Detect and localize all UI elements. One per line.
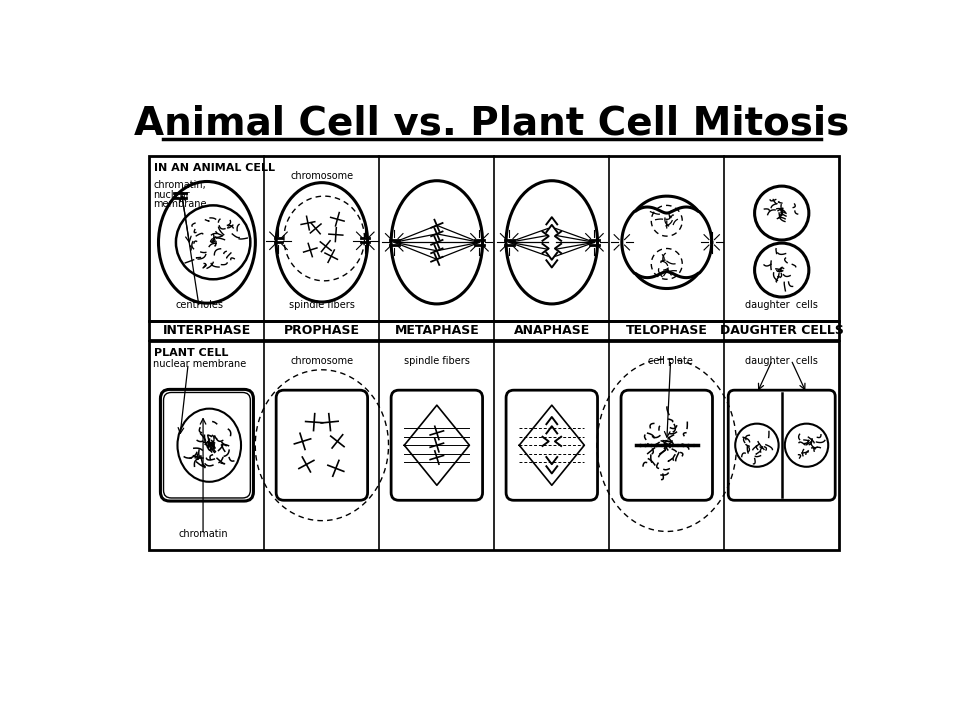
Text: cell plate: cell plate [648,356,693,366]
FancyBboxPatch shape [621,390,712,500]
Bar [150,321,839,341]
Text: ANAPHASE: ANAPHASE [514,325,590,338]
Text: chromatin,: chromatin, [154,180,206,190]
FancyBboxPatch shape [506,390,597,500]
Circle shape [755,243,809,297]
Ellipse shape [158,181,255,303]
Circle shape [735,423,779,467]
Circle shape [785,423,828,467]
Text: TELOPHASE: TELOPHASE [626,325,708,338]
Text: PLANT CELL: PLANT CELL [155,348,228,358]
Text: PROPHASE: PROPHASE [284,325,360,338]
FancyBboxPatch shape [391,390,483,500]
Text: daughter  cells: daughter cells [745,356,818,366]
Text: INTERPHASE: INTERPHASE [163,325,252,338]
Text: spindle fibers: spindle fibers [289,300,355,310]
Text: chromosome: chromosome [290,171,353,181]
Text: membrane: membrane [154,199,206,209]
Polygon shape [622,207,711,278]
Text: chromatin: chromatin [179,529,228,539]
Bar [150,156,839,321]
Text: Animal Cell vs. Plant Cell Mitosis: Animal Cell vs. Plant Cell Mitosis [134,104,850,143]
FancyBboxPatch shape [163,392,251,498]
Text: daughter  cells: daughter cells [745,300,818,310]
Text: nuclear: nuclear [154,189,190,199]
Text: DAUGHTER CELLS: DAUGHTER CELLS [720,325,844,338]
Text: chromosome: chromosome [290,356,353,366]
Circle shape [176,205,251,279]
Text: IN AN ANIMAL CELL: IN AN ANIMAL CELL [155,163,276,174]
Text: centrioles: centrioles [175,300,223,310]
Text: nuclear membrane: nuclear membrane [154,359,247,369]
Text: spindle fibers: spindle fibers [404,356,469,366]
Polygon shape [629,196,705,289]
FancyBboxPatch shape [729,390,835,500]
Ellipse shape [178,409,241,482]
FancyBboxPatch shape [160,390,253,501]
Ellipse shape [506,181,597,304]
Ellipse shape [276,183,368,302]
Bar [150,341,839,550]
Text: METAPHASE: METAPHASE [395,325,479,338]
FancyBboxPatch shape [276,390,368,500]
Circle shape [755,186,809,240]
Ellipse shape [391,181,483,304]
